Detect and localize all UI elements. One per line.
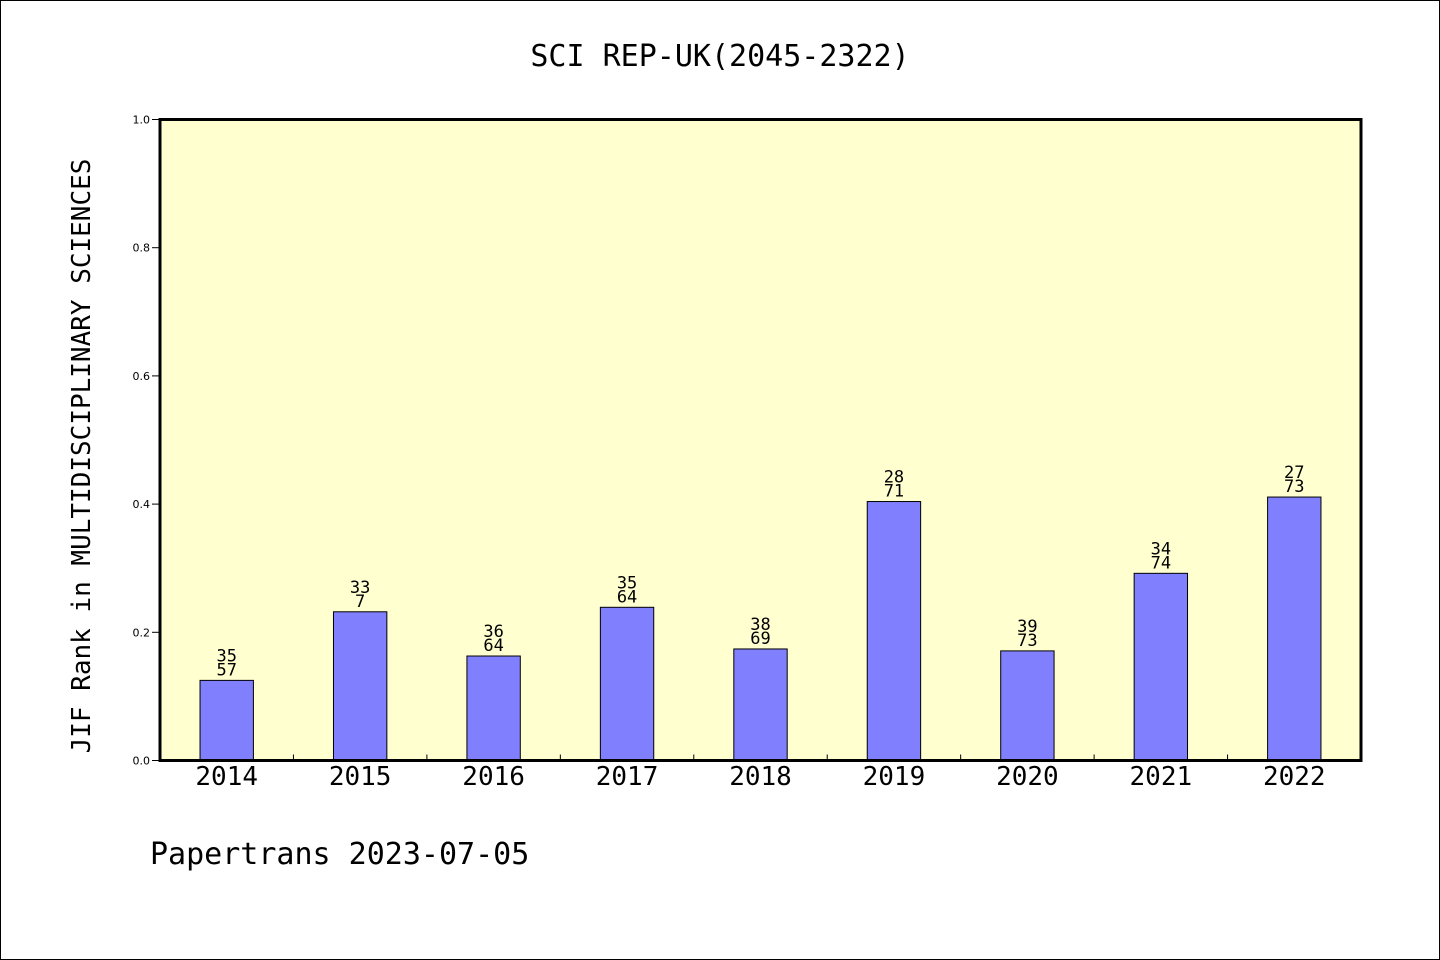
bar-label-bottom-2014: 57	[216, 660, 236, 680]
bar-2018	[733, 648, 788, 761]
bar-2022	[1267, 496, 1322, 761]
bar-label-top-2020: 39	[1017, 617, 1037, 637]
bar-label-top-2015: 33	[350, 578, 370, 598]
bar-label-bottom-2015: 7	[355, 592, 365, 612]
bar-label-bottom-2016: 64	[483, 636, 503, 656]
bar-2014	[199, 679, 254, 761]
bar-label-top-2016: 36	[483, 622, 503, 642]
y-tick-label-0.8: 0.8	[133, 242, 151, 255]
x-tick-label-2015: 2015	[329, 762, 392, 792]
x-tick-label-2018: 2018	[729, 762, 792, 792]
x-tick-label-2016: 2016	[462, 762, 525, 792]
chart-title: SCI REP-UK(2045-2322)	[530, 39, 909, 74]
x-tick-label-2020: 2020	[996, 762, 1059, 792]
bar-label-top-2021: 34	[1151, 539, 1171, 559]
bar-2015	[332, 611, 388, 762]
x-tick-label-2021: 2021	[1130, 762, 1193, 792]
plot-frame	[158, 118, 1363, 762]
x-tick-label-2017: 2017	[596, 762, 659, 792]
ticks-layer: 2014 2015 2016 2017 2018 2019 2020 2021 2022 0.0 0…	[133, 114, 1326, 793]
bar-2019	[866, 501, 922, 761]
y-tick-label-1.0: 1.0	[133, 114, 151, 127]
footer-text: Papertrans 2023-07-05	[150, 837, 529, 872]
bar-label-bottom-2020: 73	[1017, 631, 1037, 651]
bar-label-top-2019: 28	[884, 468, 904, 488]
bar-label-bottom-2021: 74	[1151, 553, 1171, 573]
bar-2017	[599, 606, 655, 762]
bar-label-bottom-2019: 71	[884, 482, 904, 502]
y-axis-label: JIF Rank in MULTIDISCIPLINARY SCIENCES	[67, 159, 97, 754]
bar-label-bottom-2017: 64	[617, 587, 637, 607]
bar-label-bottom-2022: 73	[1284, 477, 1304, 497]
y-tick-label-0.0: 0.0	[133, 755, 151, 768]
bar-2020	[1000, 650, 1055, 761]
bar-2016	[466, 655, 521, 762]
bar-2021	[1133, 572, 1189, 761]
bar-label-bottom-2018: 69	[750, 629, 770, 649]
x-tick-label-2022: 2022	[1263, 762, 1326, 792]
bar-label-top-2018: 38	[750, 615, 770, 635]
x-tick-label-2014: 2014	[195, 762, 258, 792]
x-tick-label-2019: 2019	[863, 762, 926, 792]
bar-label-top-2017: 35	[617, 573, 637, 593]
bar-label-top-2022: 27	[1284, 463, 1304, 483]
bar-label-top-2014: 35	[216, 646, 236, 666]
y-tick-label-0.2: 0.2	[133, 626, 151, 639]
y-tick-label-0.6: 0.6	[133, 370, 151, 383]
y-tick-label-0.4: 0.4	[133, 498, 151, 511]
